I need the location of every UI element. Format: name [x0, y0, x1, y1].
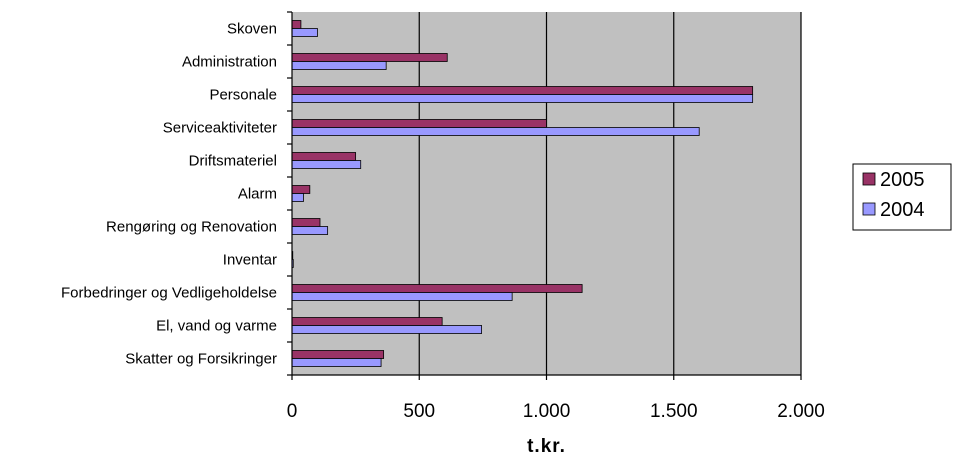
bar-2004 — [291, 193, 304, 202]
gridlines — [418, 12, 802, 375]
bar-2004 — [291, 61, 387, 70]
x-tick-label: 0 — [287, 401, 298, 422]
bar-2005 — [291, 53, 448, 62]
bar-2004 — [291, 28, 318, 37]
bar-2005 — [291, 284, 583, 293]
bar-2004 — [291, 127, 700, 136]
bar-2004 — [291, 160, 362, 169]
bar-2005 — [291, 350, 385, 359]
category-label: Driftsmateriel — [189, 153, 277, 170]
category-label: Skoven — [227, 21, 277, 38]
x-tick-label: 1.500 — [650, 401, 698, 422]
legend: 2005 2004 — [852, 163, 952, 231]
category-label: Administration — [182, 54, 277, 71]
bar-2004 — [291, 358, 382, 367]
legend-label: 2004 — [880, 199, 925, 221]
category-label: Alarm — [238, 186, 277, 203]
bar-2005 — [291, 218, 321, 227]
category-labels: Skoven Administration Personale Serviceakti… — [61, 21, 277, 368]
legend-swatch — [862, 172, 876, 186]
bar-2005 — [291, 152, 357, 161]
category-label: Inventar — [223, 252, 277, 269]
bar-2004 — [291, 292, 513, 301]
x-axis-title: t.kr. — [527, 436, 566, 457]
legend-swatch — [862, 202, 876, 216]
bar-2005 — [291, 20, 302, 29]
category-label: El, vand og varme — [156, 318, 277, 335]
bar-2005 — [291, 185, 311, 194]
x-tick-label: 1.000 — [523, 401, 571, 422]
category-label: Skatter og Forsikringer — [125, 351, 277, 368]
bar-2005 — [291, 317, 443, 326]
x-tick-label: 500 — [403, 401, 435, 422]
category-label: Forbedringer og Vedligeholdelse — [61, 285, 277, 302]
x-tick-labels: 0 500 1.000 1.500 2.000 — [287, 401, 825, 422]
bar-2005 — [291, 86, 754, 95]
bar-2005 — [291, 119, 547, 128]
category-label: Serviceaktiviteter — [163, 120, 277, 137]
legend-label: 2005 — [880, 169, 925, 191]
axes — [287, 11, 802, 380]
bar-2004 — [291, 325, 483, 334]
bar-2004 — [291, 226, 329, 235]
category-label: Personale — [209, 87, 277, 104]
category-label: Rengøring og Renovation — [106, 219, 277, 236]
bar-2004 — [291, 94, 754, 103]
x-tick-label: 2.000 — [777, 401, 825, 422]
